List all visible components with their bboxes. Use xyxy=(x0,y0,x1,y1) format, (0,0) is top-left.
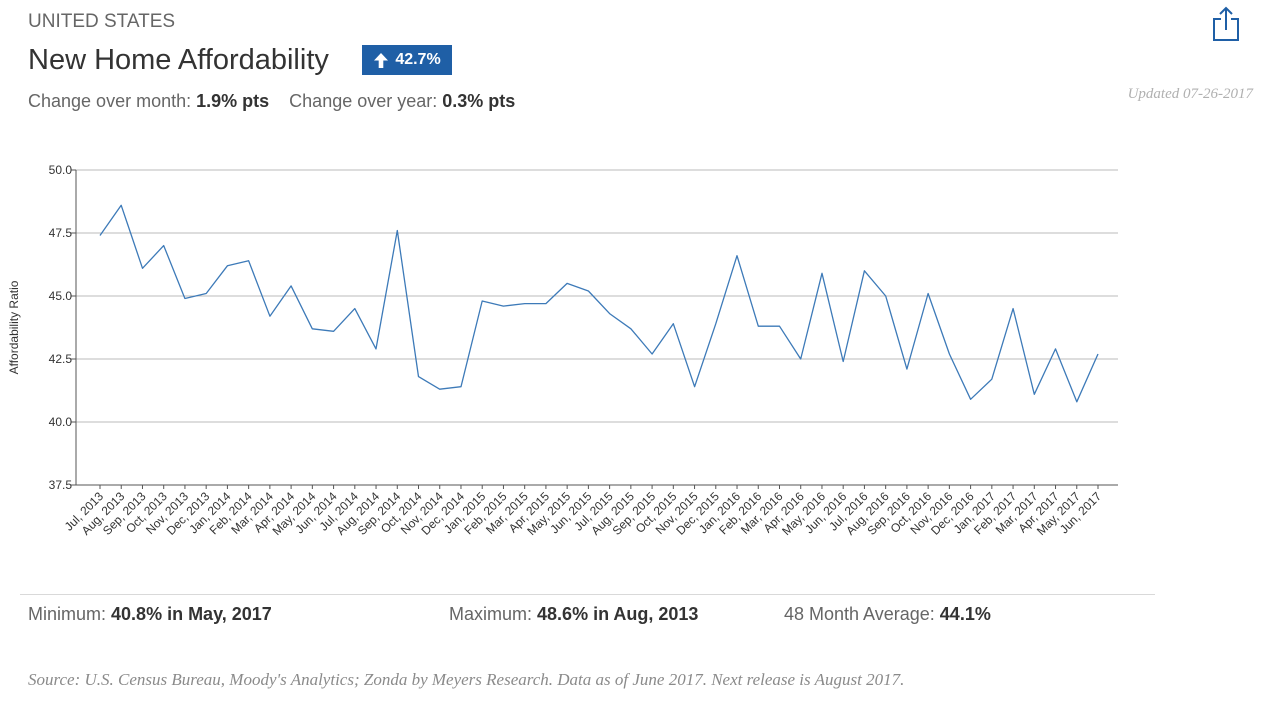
value-badge: 42.7% xyxy=(362,45,452,75)
data-point xyxy=(523,302,526,305)
change-year-value: 0.3% pts xyxy=(442,91,516,111)
data-point xyxy=(693,385,696,388)
data-point xyxy=(247,259,250,262)
min-value: 40.8% in May, 2017 xyxy=(111,604,272,624)
data-point xyxy=(375,348,378,351)
region-label: UNITED STATES xyxy=(28,11,176,32)
data-point xyxy=(268,315,271,318)
data-point xyxy=(290,285,293,288)
y-tick-label: 45.0 xyxy=(49,289,73,303)
data-point xyxy=(969,398,972,401)
source-note: Source: U.S. Census Bureau, Moody's Anal… xyxy=(28,670,905,689)
change-month-value: 1.9% pts xyxy=(196,91,270,111)
data-point xyxy=(417,375,420,378)
data-point xyxy=(608,312,611,315)
badge-value: 42.7% xyxy=(395,51,441,68)
data-point xyxy=(311,327,314,330)
data-point xyxy=(905,368,908,371)
y-axis-ticks: 50.0 47.5 45.0 42.5 40.0 37.5 xyxy=(49,163,77,492)
data-point xyxy=(863,269,866,272)
data-point xyxy=(566,282,569,285)
data-point xyxy=(226,264,229,267)
data-point xyxy=(927,292,930,295)
share-icon xyxy=(1213,6,1239,41)
data-point xyxy=(821,272,824,275)
data-point xyxy=(205,292,208,295)
y-tick-label: 37.5 xyxy=(49,478,73,492)
min-label: Minimum: xyxy=(28,604,107,624)
data-point xyxy=(757,325,760,328)
data-point xyxy=(948,353,951,356)
data-point xyxy=(184,297,187,300)
data-point xyxy=(672,322,675,325)
data-point xyxy=(1075,400,1078,403)
data-point xyxy=(714,322,717,325)
data-point xyxy=(629,327,632,330)
avg-value: 44.1% xyxy=(939,604,991,624)
stat-minimum: Minimum: 40.8% in May, 2017 xyxy=(28,604,272,625)
share-button[interactable] xyxy=(1212,6,1240,47)
arrow-up-icon xyxy=(374,52,389,68)
data-point xyxy=(736,254,739,257)
data-point xyxy=(120,204,123,207)
avg-label: 48 Month Average: xyxy=(784,604,935,624)
affordability-series-line xyxy=(99,204,1099,403)
data-point xyxy=(884,295,887,298)
change-summary: Change over month: 1.9% pts Change over … xyxy=(28,91,515,112)
data-point xyxy=(141,267,144,270)
data-point xyxy=(460,385,463,388)
data-point xyxy=(438,388,441,391)
data-point xyxy=(332,330,335,333)
divider xyxy=(20,594,1155,595)
y-tick-label: 42.5 xyxy=(49,352,73,366)
stat-average: 48 Month Average: 44.1% xyxy=(784,604,991,625)
data-point xyxy=(587,290,590,293)
chart-series xyxy=(99,204,1100,403)
data-point xyxy=(1033,393,1036,396)
y-tick-label: 40.0 xyxy=(49,415,73,429)
data-point xyxy=(99,234,102,237)
max-label: Maximum: xyxy=(449,604,533,624)
updated-date: Updated 07-26-2017 xyxy=(1127,86,1253,102)
change-month-label: Change over month: xyxy=(28,91,192,111)
data-point xyxy=(799,358,802,361)
data-point xyxy=(651,353,654,356)
data-point xyxy=(162,244,165,247)
data-point xyxy=(1097,353,1100,356)
y-axis-label: Affordability Ratio xyxy=(7,280,21,374)
data-point xyxy=(481,300,484,303)
data-point xyxy=(778,325,781,328)
stat-maximum: Maximum: 48.6% in Aug, 2013 xyxy=(449,604,698,625)
data-point xyxy=(842,360,845,363)
chart-gridlines xyxy=(76,169,1118,486)
data-point xyxy=(353,307,356,310)
data-point xyxy=(502,305,505,308)
data-point xyxy=(990,378,993,381)
y-tick-label: 50.0 xyxy=(49,163,73,177)
change-year-label: Change over year: xyxy=(289,91,438,111)
page-title: New Home Affordability xyxy=(28,44,329,76)
y-tick-label: 47.5 xyxy=(49,226,73,240)
data-point xyxy=(545,302,548,305)
max-value: 48.6% in Aug, 2013 xyxy=(537,604,699,624)
data-point xyxy=(1054,348,1057,351)
data-point xyxy=(1012,307,1015,310)
data-point xyxy=(396,229,399,232)
